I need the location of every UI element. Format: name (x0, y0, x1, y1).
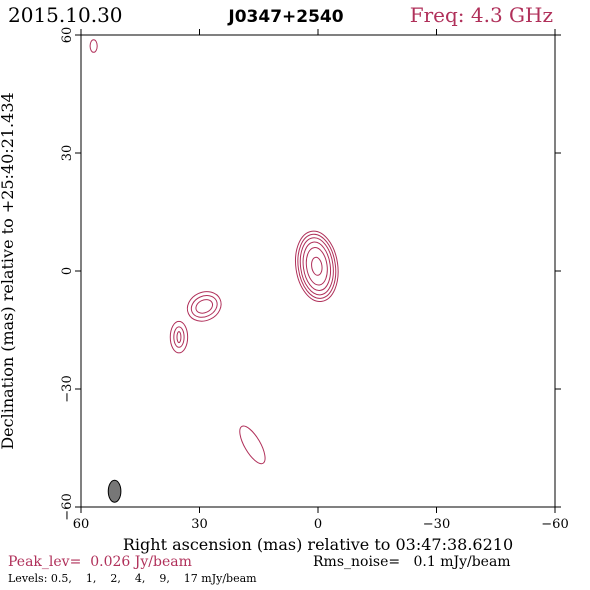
x-axis-label: Right ascension (mas) relative to 03:47:… (123, 535, 513, 554)
x-tick-label: −30 (423, 517, 450, 532)
y-tick-label: 30 (60, 145, 75, 162)
source-name: J0347+2540 (227, 7, 343, 27)
y-tick-label: −60 (60, 493, 75, 520)
y-tick-label: −30 (60, 375, 75, 402)
x-tick-label: −60 (541, 517, 568, 532)
plot-frame (80, 34, 556, 508)
contour-2-1 (173, 326, 185, 348)
observation-date: 2015.10.30 (8, 3, 123, 27)
frequency-label: Freq: 4.3 GHz (410, 3, 553, 27)
levels-label: Levels: 0.5, 1, 2, 4, 9, 17 mJy/beam (8, 572, 257, 585)
x-tick-label: 60 (73, 517, 90, 532)
contour-1-0 (186, 291, 222, 322)
contour-0-4 (305, 247, 328, 286)
contour-0-0 (295, 230, 339, 302)
peak-level-label: Peak_lev= 0.026 Jy/beam (8, 554, 192, 570)
x-tick-label: 30 (191, 517, 208, 532)
contour-0-5 (311, 256, 323, 276)
rms-noise-label: Rms_noise= 0.1 mJy/beam (313, 554, 511, 570)
contour-3-0 (239, 425, 266, 465)
contour-1-1 (190, 295, 218, 318)
beam-ellipse (107, 479, 122, 503)
contour-2-2 (176, 331, 182, 344)
y-tick-label: 0 (60, 267, 75, 275)
contour-1-2 (195, 299, 214, 314)
contour-0-2 (299, 237, 334, 296)
x-tick-label: 0 (314, 517, 322, 532)
contour-0-3 (302, 241, 332, 292)
contour-layer (89, 39, 339, 503)
contour-0-1 (297, 233, 337, 299)
contour-2-0 (169, 320, 189, 354)
y-axis-label: Declination (mas) relative to +25:40:21.… (0, 92, 17, 449)
y-tick-label: 60 (60, 27, 75, 44)
contour-4-0 (89, 39, 98, 53)
